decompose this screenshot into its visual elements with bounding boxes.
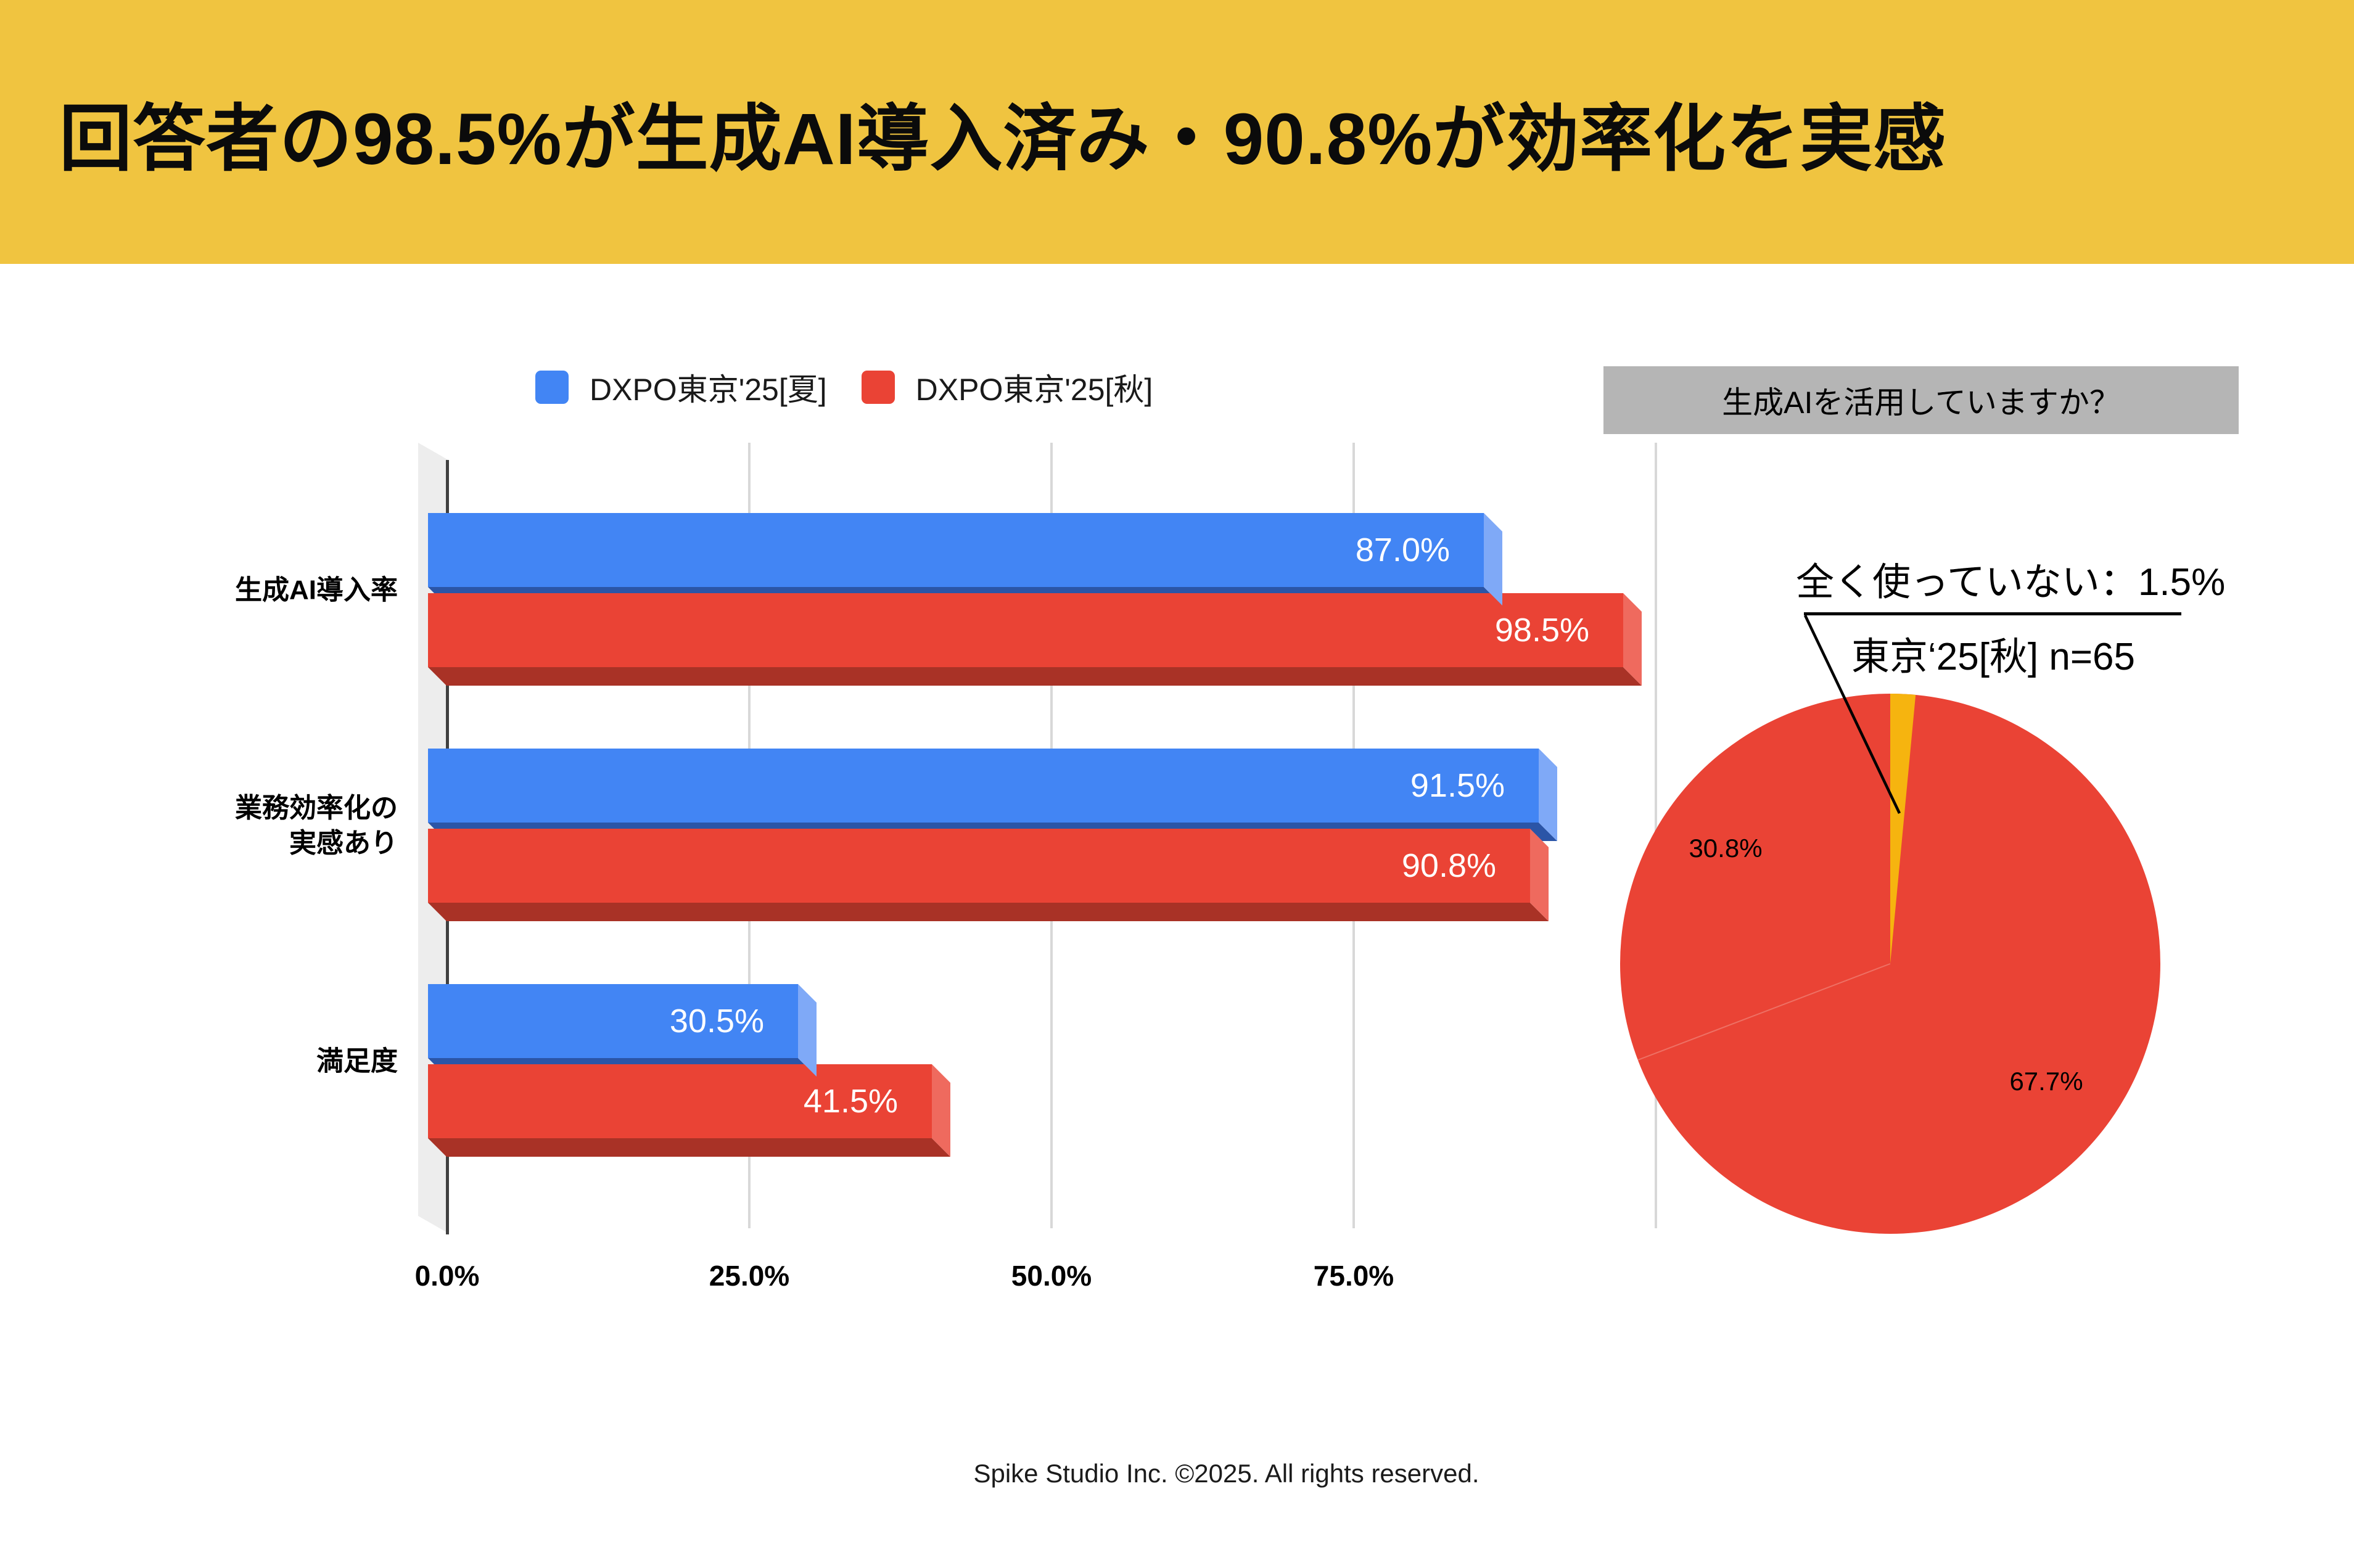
bar-value-label: 90.8%	[1401, 847, 1496, 884]
bar-value-label: 87.0%	[1355, 532, 1450, 569]
bar-front-face	[428, 593, 1623, 667]
x-axis-tick-label: 50.0%	[1011, 1260, 1092, 1292]
x-axis-tick-label: 75.0%	[1313, 1260, 1394, 1292]
legend-item-autumn: DXPO東京'25[秋]	[861, 365, 1153, 409]
legend-swatch-summer-icon	[535, 371, 569, 404]
pie-annotation-line2: 東京‘25[秋] n=65	[1851, 636, 2136, 678]
legend-item-summer: DXPO東京'25[夏]	[535, 365, 827, 409]
pie-annotation-leader-line	[1803, 615, 1901, 814]
legend-label-summer: DXPO東京'25[夏]	[590, 372, 827, 407]
bar-bottom-face	[428, 903, 1549, 921]
page-title: 回答者の98.5%が生成AI導入済み・90.8%が効率化を実感	[59, 98, 1947, 180]
pie-annotation-underline	[1804, 612, 2181, 615]
bar-front-face	[428, 749, 1539, 823]
pie-slice-not-using	[1890, 694, 1916, 964]
pie-annotation-line1: 全く使っていない：1.5%	[1796, 561, 2226, 604]
bar-front-face	[428, 984, 798, 1058]
bar-value-label: 98.5%	[1494, 612, 1589, 649]
bar-value-label: 41.5%	[803, 1083, 898, 1120]
bar-bottom-face	[428, 1138, 950, 1157]
bar-bottom-face	[428, 667, 1642, 686]
bar-front-face	[428, 1064, 932, 1138]
category-label: 業務効率化の 実感あり	[235, 793, 398, 858]
header-banner: 回答者の98.5%が生成AI導入済み・90.8%が効率化を実感	[0, 0, 2354, 264]
copyright-text: Spike Studio Inc. ©2025. All rights rese…	[973, 1459, 1479, 1488]
x-axis-tick-label: 25.0%	[709, 1260, 790, 1292]
pie-slice-label-30-8: 30.8%	[1689, 834, 1763, 863]
category-label: 生成AI導入率	[235, 575, 398, 605]
pie-chart-title: 生成AIを活用していますか？	[1603, 366, 2239, 434]
legend-label-autumn: DXPO東京'25[秋]	[915, 372, 1153, 407]
bar-front-face	[428, 513, 1484, 587]
page-footer: Spike Studio Inc. ©2025. All rights rese…	[49, 1459, 2354, 1488]
bar-front-face	[428, 829, 1530, 903]
bar-value-label: 30.5%	[669, 1003, 764, 1040]
pie-slice-label-67-7: 67.7%	[2009, 1067, 2083, 1096]
legend-swatch-autumn-icon	[861, 371, 895, 404]
pie-chart	[1620, 694, 2160, 1234]
bar-value-label: 91.5%	[1410, 767, 1505, 804]
bar-chart-legend: DXPO東京'25[夏] DXPO東京'25[秋]	[535, 365, 1153, 409]
category-label: 満足度	[316, 1046, 398, 1077]
x-axis-tick-label: 0.0%	[414, 1260, 480, 1292]
pie-slice-divider	[1637, 963, 1891, 1061]
